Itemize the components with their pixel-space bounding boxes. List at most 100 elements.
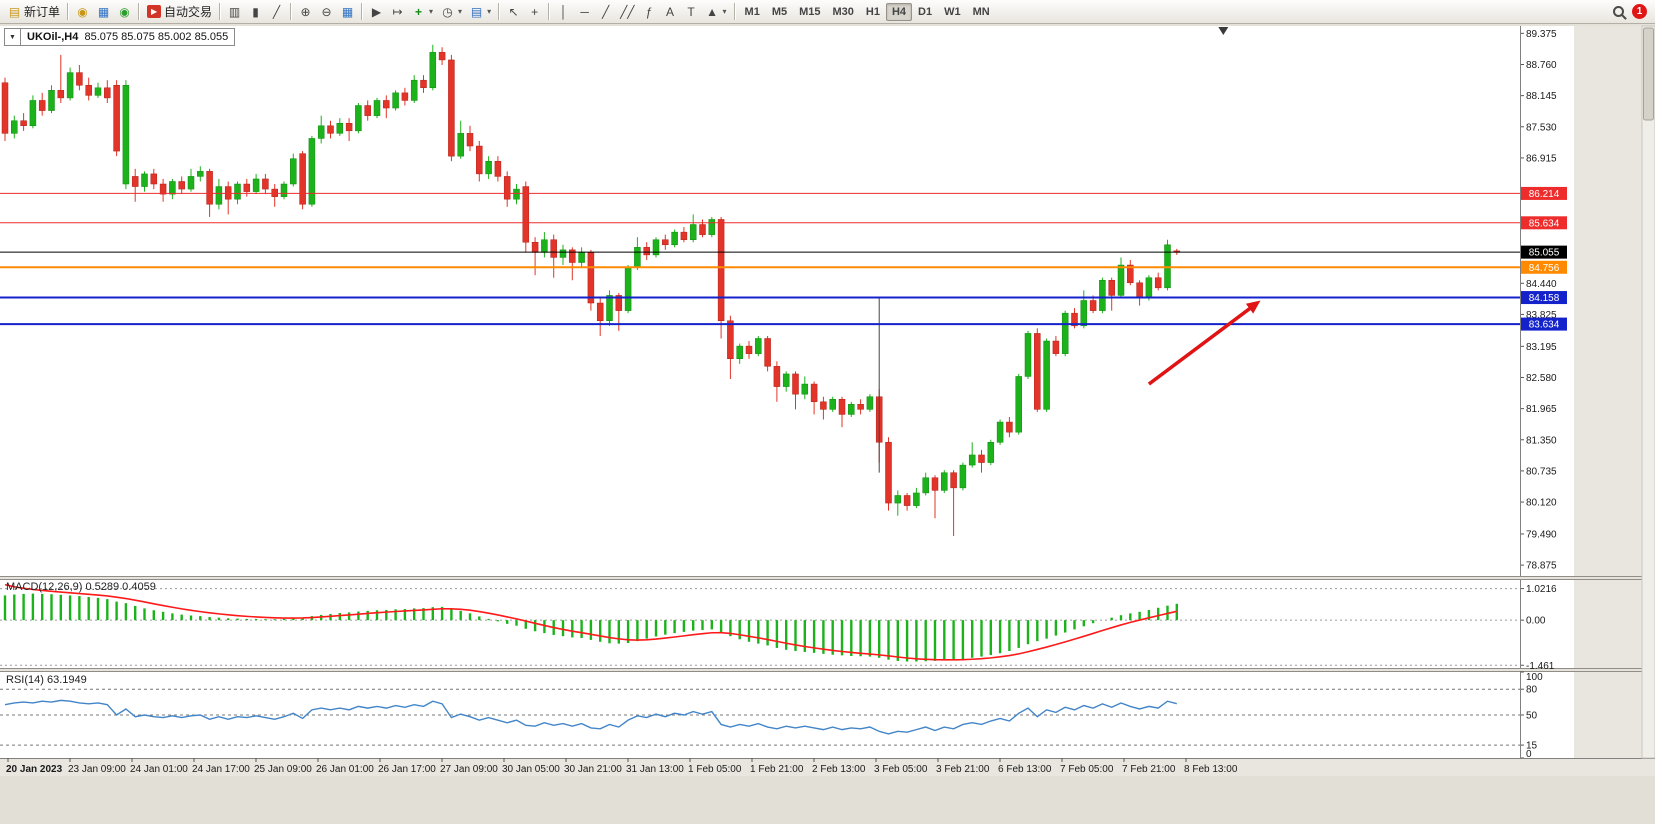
svg-text:25 Jan 09:00: 25 Jan 09:00 xyxy=(254,764,312,775)
templates-icon: ▤ xyxy=(470,4,483,19)
svg-text:79.490: 79.490 xyxy=(1526,529,1557,540)
crosshair-button[interactable]: + xyxy=(524,2,545,22)
market-watch-button[interactable]: ◉ xyxy=(72,2,93,22)
toolbar-separator xyxy=(219,3,222,20)
label-tool-button[interactable]: T xyxy=(681,2,702,22)
auto-trading-icon: ▶ xyxy=(147,5,162,18)
arrows-tool-button[interactable]: ▲ ▾ xyxy=(702,2,731,22)
periods-button[interactable]: ◷ ▾ xyxy=(437,2,466,22)
timeframe-w1-button[interactable]: W1 xyxy=(944,5,961,18)
bar-chart-icon: ▥ xyxy=(228,4,241,19)
toolbar-separator xyxy=(361,3,364,20)
svg-text:85.055: 85.055 xyxy=(1529,248,1560,259)
svg-text:6 Feb 13:00: 6 Feb 13:00 xyxy=(998,764,1052,775)
search-icon[interactable] xyxy=(1613,6,1624,17)
svg-text:15: 15 xyxy=(1526,741,1538,752)
svg-text:24 Jan 01:00: 24 Jan 01:00 xyxy=(130,764,188,775)
timeframe-h1-button[interactable]: H1 xyxy=(865,5,880,18)
svg-text:86.214: 86.214 xyxy=(1529,189,1560,200)
notification-badge[interactable]: 1 xyxy=(1632,4,1647,19)
timeframe-h4-button[interactable]: H4 xyxy=(885,2,913,21)
svg-text:30 Jan 21:00: 30 Jan 21:00 xyxy=(564,764,622,775)
text-tool-button[interactable]: A xyxy=(660,2,681,22)
macd-name: MACD(12,26,9) xyxy=(6,581,83,593)
svg-text:80.735: 80.735 xyxy=(1526,466,1557,477)
svg-text:1 Feb 21:00: 1 Feb 21:00 xyxy=(750,764,804,775)
trendline-button[interactable]: ╱ xyxy=(595,2,616,22)
svg-text:26 Jan 01:00: 26 Jan 01:00 xyxy=(316,764,374,775)
svg-text:24 Jan 17:00: 24 Jan 17:00 xyxy=(192,764,250,775)
svg-text:78.875: 78.875 xyxy=(1526,561,1557,572)
new-order-button[interactable]: ▤ 新订单 xyxy=(4,2,64,22)
fibonacci-button[interactable]: ƒ xyxy=(639,2,660,22)
candlestick-chart-button[interactable]: ▮ xyxy=(245,2,266,22)
tile-windows-icon: ▦ xyxy=(341,4,354,19)
svg-text:87.530: 87.530 xyxy=(1526,122,1557,133)
navigator-button[interactable]: ◉ xyxy=(114,2,135,22)
data-window-button[interactable]: ▦ xyxy=(93,2,114,22)
svg-text:20 Jan 2023: 20 Jan 2023 xyxy=(6,764,63,775)
macd-values: 0.5289 0.4059 xyxy=(85,581,156,593)
svg-text:83.634: 83.634 xyxy=(1529,320,1560,331)
line-chart-button[interactable]: ╱ xyxy=(266,2,287,22)
indicators-button[interactable]: + ▾ xyxy=(408,2,437,22)
toolbar-separator xyxy=(498,3,501,20)
svg-text:50: 50 xyxy=(1526,711,1538,722)
timeframe-m1-button[interactable]: M1 xyxy=(744,5,760,18)
toolbar-separator xyxy=(67,3,70,20)
chart-info-label: UKOil-,H4 85.075 85.075 85.002 85.055 xyxy=(21,29,234,45)
periods-icon: ◷ xyxy=(442,4,453,19)
vertical-line-button[interactable]: │ xyxy=(553,2,574,22)
chevron-down-icon: ▾ xyxy=(722,7,727,16)
symbol-info-box: ▼ UKOil-,H4 85.075 85.075 85.002 85.055 xyxy=(4,28,236,46)
chevron-down-icon: ▾ xyxy=(458,7,463,16)
templates-button[interactable]: ▤ ▾ xyxy=(466,2,495,22)
toolbar-separator xyxy=(548,3,551,20)
svg-text:8 Feb 13:00: 8 Feb 13:00 xyxy=(1184,764,1238,775)
svg-text:1.0216: 1.0216 xyxy=(1526,584,1557,595)
ohlc-values-label: 85.075 85.075 85.002 85.055 xyxy=(84,31,229,43)
timeframe-m30-button[interactable]: M30 xyxy=(832,5,854,18)
svg-text:88.145: 88.145 xyxy=(1526,91,1557,102)
zoom-in-icon: ⊕ xyxy=(300,4,311,19)
svg-text:31 Jan 13:00: 31 Jan 13:00 xyxy=(626,764,684,775)
chevron-down-icon: ▾ xyxy=(487,7,492,16)
navigator-icon: ◉ xyxy=(119,4,130,19)
candlestick-chart-icon: ▮ xyxy=(252,4,259,19)
main-toolbar: ▤ 新订单 ◉ ▦ ◉ ▶ 自动交易 ▥ ▮ ╱ ⊕ ⊖ ▦ ▶ ↦ + ▾ ◷ ▾… xyxy=(0,0,1655,24)
svg-text:81.965: 81.965 xyxy=(1526,404,1557,415)
horizontal-line-button[interactable]: ─ xyxy=(574,2,595,22)
cursor-button[interactable]: ↖ xyxy=(503,2,524,22)
one-click-trading-button[interactable]: ▼ xyxy=(5,29,21,45)
svg-text:0.00: 0.00 xyxy=(1526,616,1546,627)
rsi-value: 63.1949 xyxy=(46,674,87,686)
svg-text:-1.461: -1.461 xyxy=(1526,661,1555,672)
svg-text:84.756: 84.756 xyxy=(1529,263,1560,274)
tile-windows-button[interactable]: ▦ xyxy=(337,2,358,22)
auto-scroll-icon: ▶ xyxy=(371,4,382,19)
auto-scroll-button[interactable]: ▶ xyxy=(366,2,387,22)
rsi-indicator-label: RSI(14) 63.1949 xyxy=(6,674,87,686)
chart-shift-button[interactable]: ↦ xyxy=(387,2,408,22)
svg-text:80.120: 80.120 xyxy=(1526,498,1557,509)
timeframe-m5-button[interactable]: M5 xyxy=(771,5,788,18)
svg-text:86.915: 86.915 xyxy=(1526,153,1557,164)
svg-text:84.440: 84.440 xyxy=(1526,279,1557,290)
channel-button[interactable]: ╱╱ xyxy=(616,2,638,22)
toolbar-separator xyxy=(138,3,141,20)
label-tool-icon: T xyxy=(687,4,695,19)
zoom-in-button[interactable]: ⊕ xyxy=(295,2,316,22)
bar-chart-button[interactable]: ▥ xyxy=(224,2,245,22)
horizontal-line-icon: ─ xyxy=(580,4,589,19)
vertical-line-icon: │ xyxy=(559,4,568,19)
timeframe-d1-button[interactable]: D1 xyxy=(918,5,933,18)
auto-trading-button[interactable]: ▶ 自动交易 xyxy=(143,2,216,22)
svg-text:3 Feb 21:00: 3 Feb 21:00 xyxy=(936,764,990,775)
timeframe-m15-button[interactable]: M15 xyxy=(799,5,821,18)
svg-text:1 Feb 05:00: 1 Feb 05:00 xyxy=(688,764,742,775)
zoom-out-button[interactable]: ⊖ xyxy=(316,2,337,22)
macd-indicator-label: MACD(12,26,9) 0.5289 0.4059 xyxy=(6,581,156,593)
timeframe-mn-button[interactable]: MN xyxy=(972,5,990,18)
svg-text:80: 80 xyxy=(1526,685,1538,696)
